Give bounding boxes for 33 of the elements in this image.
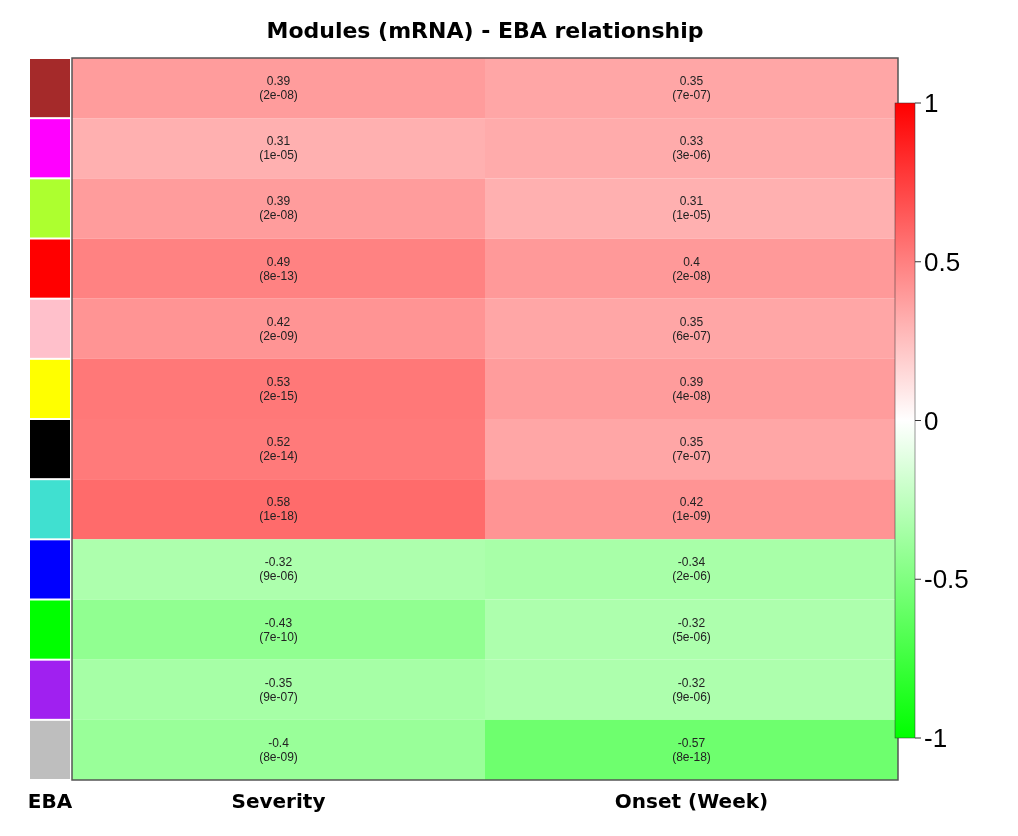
data-label: 0.31 (1e-05) — [259, 134, 298, 163]
data-label: 0.31 (1e-05) — [672, 194, 711, 223]
color-bar-label: -0.5 — [924, 564, 969, 595]
data-label: 0.39 (2e-08) — [259, 74, 298, 103]
data-label: 0.35 (7e-07) — [672, 435, 711, 464]
color-bar-label: 0 — [924, 405, 939, 436]
data-label: 0.4 (2e-08) — [672, 254, 711, 283]
y-axis-title: EBA — [27, 789, 73, 813]
data-label: -0.35 (9e-07) — [259, 675, 298, 704]
data-label: -0.32 (9e-06) — [259, 555, 298, 584]
data-label: -0.57 (8e-18) — [672, 735, 711, 764]
data-label: 0.58 (1e-18) — [259, 495, 298, 524]
color-bar-label: 1 — [924, 88, 939, 118]
color-bar-label: 0.5 — [924, 246, 961, 277]
x-tick-label: Onset (Week) — [614, 789, 769, 813]
color-bar-label: -1 — [924, 723, 948, 753]
data-label: 0.39 (4e-08) — [672, 374, 711, 403]
x-tick-label: Severity — [231, 789, 326, 813]
data-label: -0.34 (2e-06) — [672, 555, 711, 584]
chart-title: Modules (mRNA) - EBA relationship — [266, 18, 704, 43]
data-label: 0.42 (2e-09) — [259, 314, 298, 343]
data-label: 0.52 (2e-14) — [259, 435, 298, 464]
data-label: -0.32 (5e-06) — [672, 615, 711, 644]
data-label: -0.32 (9e-06) — [672, 675, 711, 704]
data-label: -0.4 (8e-09) — [259, 735, 298, 764]
data-label: 0.35 (6e-07) — [672, 314, 711, 343]
data-label: -0.43 (7e-10) — [259, 615, 298, 644]
data-label: 0.33 (3e-06) — [672, 134, 711, 163]
data-label: 0.39 (2e-08) — [259, 194, 298, 223]
data-label: 0.35 (7e-07) — [672, 74, 711, 103]
data-label: 0.42 (1e-09) — [672, 495, 711, 524]
data-label: 0.49 (8e-13) — [259, 254, 298, 283]
data-label: 0.53 (2e-15) — [259, 374, 298, 403]
